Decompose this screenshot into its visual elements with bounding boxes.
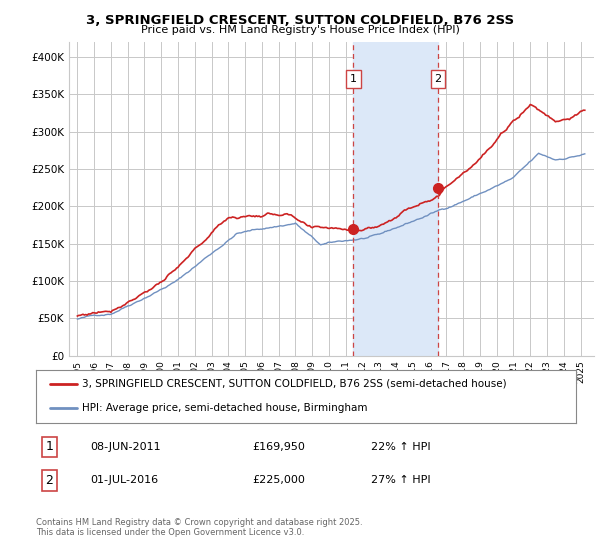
Text: 3, SPRINGFIELD CRESCENT, SUTTON COLDFIELD, B76 2SS: 3, SPRINGFIELD CRESCENT, SUTTON COLDFIEL… (86, 14, 514, 27)
Text: Contains HM Land Registry data © Crown copyright and database right 2025.
This d: Contains HM Land Registry data © Crown c… (36, 518, 362, 538)
Text: 22% ↑ HPI: 22% ↑ HPI (371, 442, 430, 452)
Text: Price paid vs. HM Land Registry's House Price Index (HPI): Price paid vs. HM Land Registry's House … (140, 25, 460, 35)
Text: 2: 2 (434, 74, 442, 85)
Bar (353, 42, 438, 356)
Text: 01-JUL-2016: 01-JUL-2016 (90, 475, 158, 486)
Text: 3, SPRINGFIELD CRESCENT, SUTTON COLDFIELD, B76 2SS (semi-detached house): 3, SPRINGFIELD CRESCENT, SUTTON COLDFIEL… (82, 379, 506, 389)
Text: HPI: Average price, semi-detached house, Birmingham: HPI: Average price, semi-detached house,… (82, 403, 367, 413)
Text: £225,000: £225,000 (252, 475, 305, 486)
Text: 1: 1 (350, 74, 356, 85)
Text: 2: 2 (46, 474, 53, 487)
Text: 1: 1 (46, 440, 53, 454)
Text: 27% ↑ HPI: 27% ↑ HPI (371, 475, 430, 486)
Text: £169,950: £169,950 (252, 442, 305, 452)
Text: 08-JUN-2011: 08-JUN-2011 (90, 442, 161, 452)
